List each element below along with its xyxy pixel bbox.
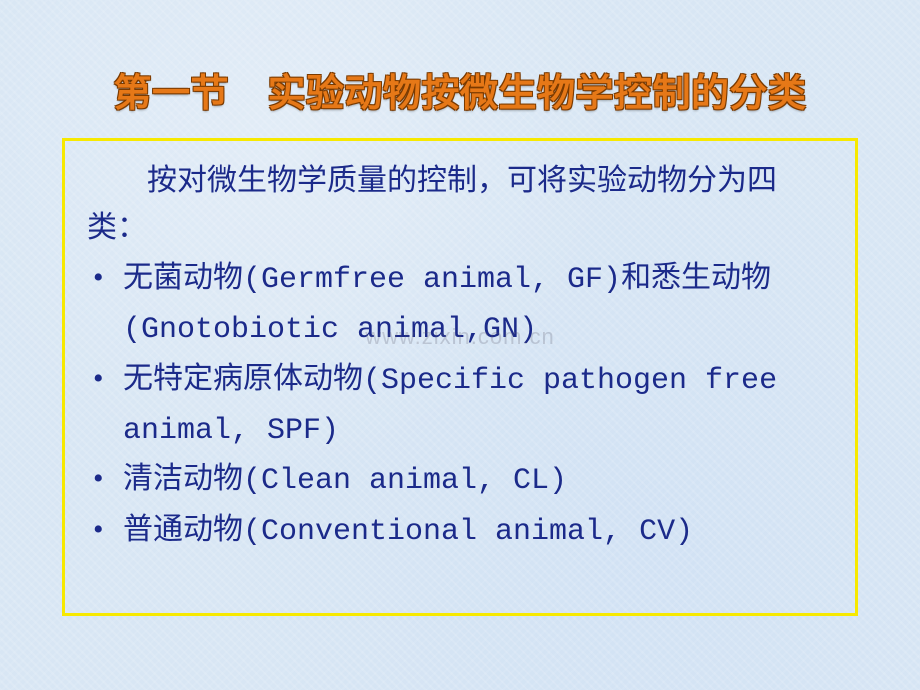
- item-zh: 无菌动物: [123, 261, 243, 294]
- item-en: (Germfree animal, GF): [243, 263, 621, 297]
- item-zh: 清洁动物: [123, 462, 243, 495]
- item-en: (Gnotobiotic animal,GN): [123, 313, 537, 347]
- item-zh: 和悉生动物: [621, 261, 771, 294]
- list-item: 清洁动物(Clean animal, CL): [87, 455, 833, 505]
- list-item: 无特定病原体动物(Specific pathogen free animal, …: [87, 355, 833, 456]
- intro-text: 按对微生物学质量的控制，可将实验动物分为四类：: [87, 157, 833, 252]
- item-zh: 普通动物: [123, 513, 243, 546]
- item-en: (Clean animal, CL): [243, 464, 567, 498]
- list-item: 普通动物(Conventional animal, CV): [87, 506, 833, 556]
- item-zh: 无特定病原体动物: [123, 362, 363, 395]
- content-box: 按对微生物学质量的控制，可将实验动物分为四类： 无菌动物(Germfree an…: [62, 138, 858, 616]
- bullet-list: 无菌动物(Germfree animal, GF)和悉生动物 (Gnotobiot…: [87, 254, 833, 556]
- list-item: 无菌动物(Germfree animal, GF)和悉生动物 (Gnotobiot…: [87, 254, 833, 355]
- slide-title: 第一节 实验动物按微生物学控制的分类: [0, 62, 920, 117]
- item-en: (Conventional animal, CV): [243, 515, 693, 549]
